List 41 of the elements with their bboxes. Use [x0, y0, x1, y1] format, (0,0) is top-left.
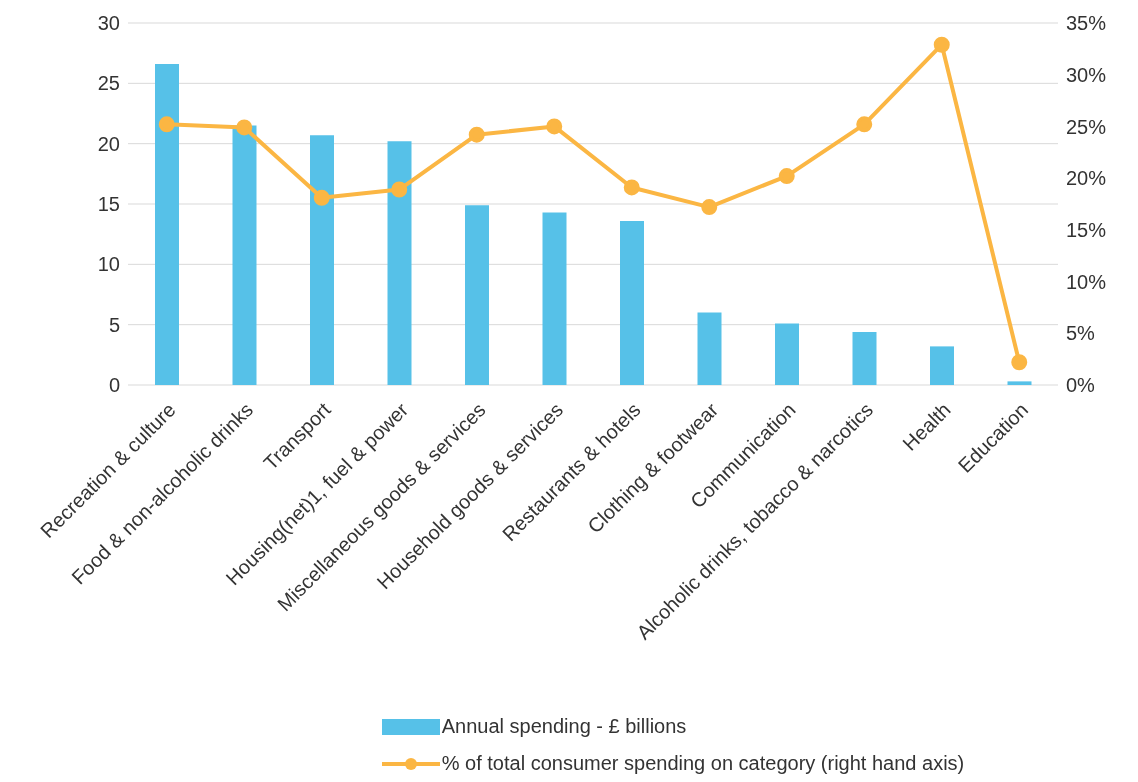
bar — [155, 64, 179, 385]
y2-tick-label: 30% — [1066, 63, 1107, 86]
legend-label: % of total consumer spending on category (right hand axis) — [441, 752, 965, 775]
y2-tick-label: 15% — [1066, 218, 1107, 241]
point — [158, 116, 175, 133]
y-tick-label: 15 — [97, 193, 120, 216]
y2-tick-label: 25% — [1066, 115, 1107, 138]
y2-tick-label: 35% — [1066, 12, 1107, 35]
point — [778, 168, 795, 185]
point — [468, 126, 485, 143]
bar — [930, 346, 954, 385]
y2-tick-label: 0% — [1066, 374, 1096, 397]
point — [933, 36, 950, 53]
bar — [775, 323, 799, 385]
point — [313, 189, 330, 206]
bar — [620, 220, 644, 385]
y2-tick-label: 5% — [1066, 322, 1096, 345]
point — [856, 116, 873, 133]
y2-tick-label: 10% — [1066, 270, 1107, 293]
bar — [232, 125, 257, 385]
legend-label: Annual spending - £ billions — [441, 715, 687, 738]
point — [623, 179, 640, 196]
bar — [465, 205, 489, 385]
y-tick-label: 0 — [108, 374, 120, 397]
bar — [310, 135, 334, 385]
point — [1011, 354, 1028, 371]
y-tick-label: 30 — [97, 12, 120, 35]
y-tick-label: 10 — [97, 253, 120, 276]
point — [546, 118, 563, 135]
point — [236, 119, 253, 136]
point — [701, 199, 718, 216]
bar — [1007, 381, 1032, 385]
y-tick-label: 5 — [108, 313, 120, 336]
bar — [697, 312, 722, 385]
bar — [387, 141, 412, 385]
y-tick-label: 25 — [97, 72, 120, 95]
y2-tick-label: 20% — [1066, 167, 1107, 190]
bar — [852, 331, 877, 385]
y-tick-label: 20 — [97, 132, 120, 155]
bar — [542, 212, 567, 385]
point — [391, 181, 408, 198]
